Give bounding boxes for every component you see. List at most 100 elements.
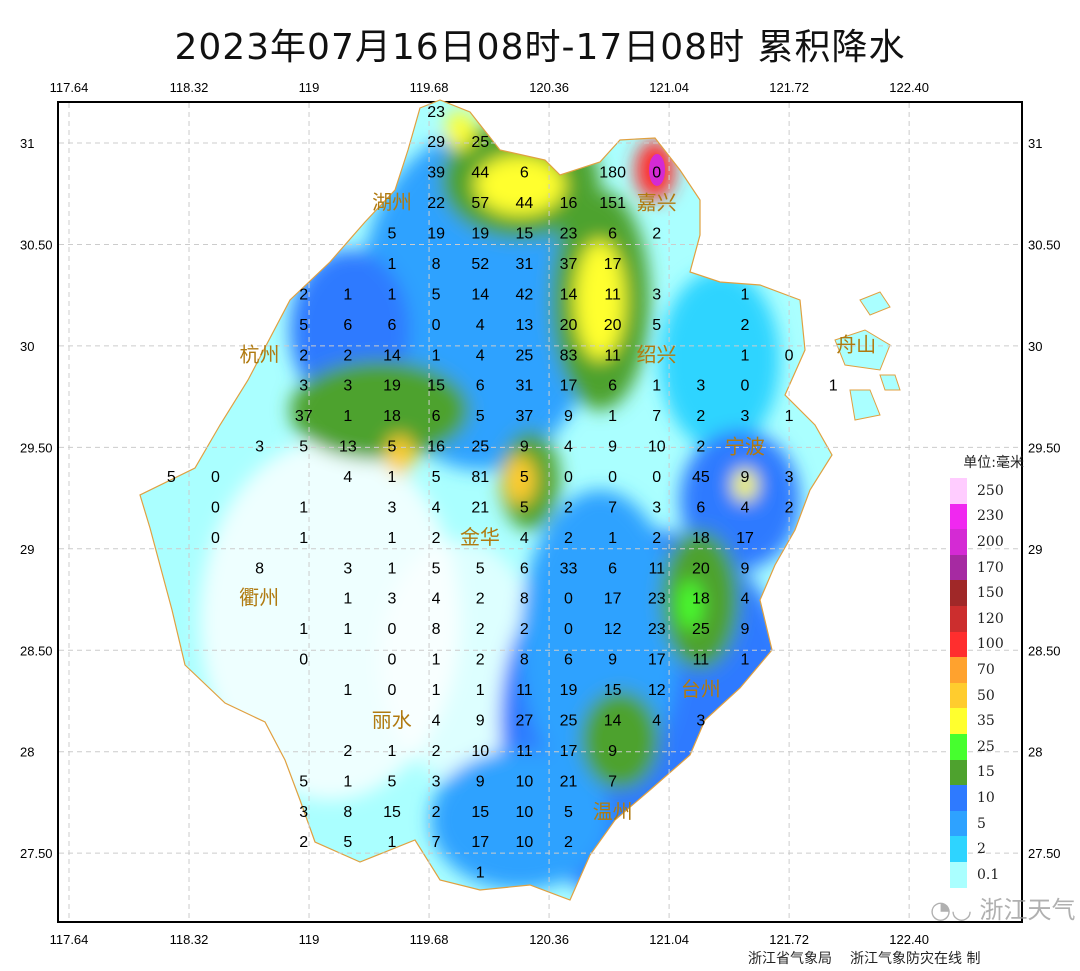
station-value: 37	[560, 256, 578, 273]
legend-items: 250 230 200 170 150 120 100 70 50 35 25 15 10 5 2 0.1	[938, 478, 1024, 888]
right-lat-tick: 29.50	[1028, 440, 1061, 455]
station-value: 1	[388, 469, 397, 486]
station-value: 23	[648, 621, 666, 638]
station-value: 0	[211, 499, 220, 516]
station-value: 18	[383, 408, 401, 425]
right-lat-tick: 30	[1028, 339, 1042, 354]
city-label: 金华	[460, 525, 500, 549]
right-lat-tick: 28	[1028, 745, 1042, 760]
station-value: 5	[476, 560, 485, 577]
station-value: 25	[515, 347, 533, 364]
city-label: 温州	[593, 800, 633, 824]
legend-swatch	[950, 503, 967, 530]
station-value: 3	[696, 712, 705, 729]
legend-item: 250	[938, 478, 1024, 504]
station-value: 10	[515, 834, 533, 851]
legend-item: 200	[938, 529, 1024, 555]
station-value: 0	[652, 469, 661, 486]
station-value: 23	[427, 104, 445, 121]
station-value: 42	[515, 286, 533, 303]
station-value: 0	[388, 652, 397, 669]
station-value: 1	[343, 286, 352, 303]
station-value: 6	[476, 378, 485, 395]
station-value: 31	[515, 256, 533, 273]
station-value: 25	[471, 134, 489, 151]
legend-label: 35	[977, 713, 995, 730]
station-value: 44	[471, 165, 489, 182]
station-value: 2	[696, 439, 705, 456]
station-value: 1	[388, 530, 397, 547]
station-value: 44	[515, 195, 533, 212]
station-value: 8	[343, 804, 352, 821]
station-value: 37	[295, 408, 313, 425]
station-value: 151	[599, 195, 626, 212]
legend-label: 230	[977, 508, 1004, 525]
station-value: 16	[427, 439, 445, 456]
right-lat-tick: 29	[1028, 542, 1042, 557]
top-lon-tick: 119.68	[410, 80, 449, 95]
legend-item: 2	[938, 836, 1024, 862]
legend-swatch	[950, 836, 967, 862]
legend-swatch	[950, 810, 967, 837]
right-lat-tick: 28.50	[1028, 643, 1061, 658]
top-lon-tick: 120.36	[529, 80, 569, 95]
station-value: 1	[388, 560, 397, 577]
station-value: 1	[388, 743, 397, 760]
station-value: 1	[829, 378, 838, 395]
station-value: 17	[560, 743, 578, 760]
top-lon-tick: 122.40	[889, 80, 929, 95]
station-value: 2	[652, 530, 661, 547]
station-value: 5	[343, 834, 352, 851]
station-value: 5	[299, 439, 308, 456]
legend-swatch	[950, 580, 967, 606]
station-value: 18	[692, 530, 710, 547]
station-value: 2	[299, 347, 308, 364]
station-value: 8	[432, 621, 441, 638]
station-value: 2	[785, 499, 794, 516]
station-value: 5	[388, 226, 397, 243]
right-lat-tick: 31	[1028, 136, 1042, 151]
legend-item: 150	[938, 580, 1024, 606]
station-value: 1	[652, 378, 661, 395]
station-value: 4	[432, 712, 441, 729]
city-label: 丽水	[372, 708, 412, 732]
station-value: 9	[476, 773, 485, 790]
bottom-lon-tick: 121.04	[649, 932, 689, 947]
station-value: 0	[432, 317, 441, 334]
station-value: 5	[432, 286, 441, 303]
right-lat-tick: 27.50	[1028, 846, 1061, 861]
station-value: 1	[785, 408, 794, 425]
station-value: 1	[608, 530, 617, 547]
station-value: 5	[167, 469, 176, 486]
station-value: 3	[652, 286, 661, 303]
station-value: 20	[692, 560, 710, 577]
station-value: 2	[299, 286, 308, 303]
city-label: 嘉兴	[637, 190, 677, 214]
station-value: 6	[432, 408, 441, 425]
legend-item: 5	[938, 810, 1024, 837]
city-label: 台州	[681, 677, 721, 701]
station-value: 52	[471, 256, 489, 273]
station-value: 6	[608, 560, 617, 577]
station-value: 3	[343, 378, 352, 395]
station-value: 11	[516, 682, 533, 699]
legend-label: 100	[977, 636, 1004, 653]
legend-label: 15	[977, 764, 995, 781]
station-value: 3	[388, 591, 397, 608]
station-value: 3	[432, 773, 441, 790]
station-value: 1	[432, 652, 441, 669]
station-value: 6	[608, 378, 617, 395]
station-value: 27	[515, 712, 533, 729]
station-value: 1	[343, 408, 352, 425]
station-value: 25	[560, 712, 578, 729]
city-label: 杭州	[240, 342, 280, 366]
station-value: 12	[604, 621, 622, 638]
station-value: 6	[388, 317, 397, 334]
islands	[834, 291, 901, 421]
station-value: 25	[692, 621, 710, 638]
top-lon-tick: 121.04	[649, 80, 689, 95]
station-value: 18	[692, 591, 710, 608]
station-value: 5	[388, 439, 397, 456]
station-value: 2	[476, 621, 485, 638]
